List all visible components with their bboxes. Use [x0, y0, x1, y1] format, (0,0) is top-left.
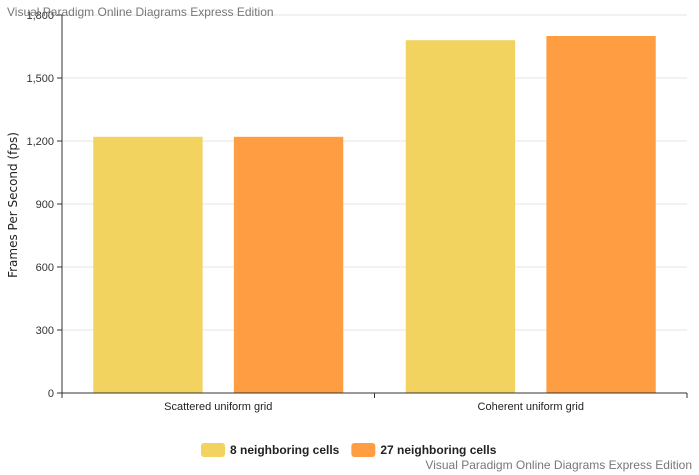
y-tick-label: 1,200: [26, 136, 54, 148]
x-tick-label: Coherent uniform grid: [478, 401, 584, 413]
bar: [546, 36, 656, 393]
legend: 8 neighboring cells 27 neighboring cells: [201, 443, 497, 457]
x-ticks: Scattered uniform grid Coherent uniform g…: [61, 393, 688, 413]
x-tick-label: Scattered uniform grid: [164, 401, 272, 413]
y-tick-label: 300: [36, 325, 54, 337]
bar: [233, 136, 344, 394]
watermark-top: Visual Paradigm Online Diagrams Express …: [7, 5, 274, 19]
legend-label: 8 neighboring cells: [230, 443, 340, 457]
y-tick-label: 1,500: [26, 73, 54, 85]
y-tick-label: 600: [36, 262, 54, 274]
legend-label: 27 neighboring cells: [380, 443, 496, 457]
watermark-bottom: Visual Paradigm Online Diagrams Express …: [425, 458, 692, 472]
bars: [93, 36, 656, 394]
y-tick-label: 0: [48, 388, 54, 400]
legend-swatch: [201, 443, 225, 457]
bar: [405, 40, 516, 393]
y-tick-label: 900: [36, 199, 54, 211]
y-ticks: 0 300 600 900 1,200 1,500 1,800: [26, 10, 62, 400]
legend-swatch: [351, 443, 376, 457]
y-tick-label: 1,800: [26, 10, 54, 22]
y-axis-title: Frames Per Second (fps): [6, 132, 20, 278]
bar: [93, 136, 203, 394]
